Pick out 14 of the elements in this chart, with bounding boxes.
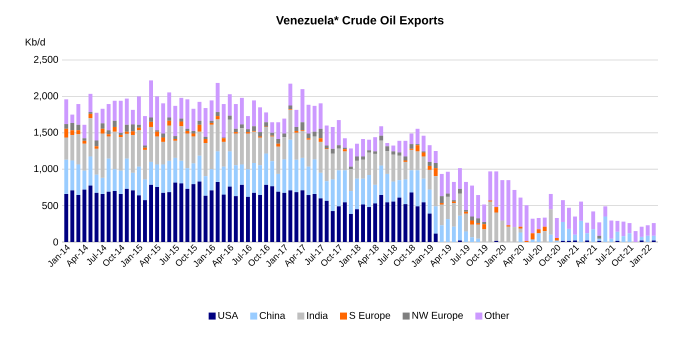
y-tick-label: 2,000 (34, 92, 58, 101)
y-axis-title: Kb/d (26, 38, 45, 46)
y-tick-label: 2,500 (34, 56, 58, 64)
y-tick-label: 0 (53, 238, 58, 246)
legend-label: India (307, 312, 328, 320)
chart-title: Venezuela* Crude Oil Exports (276, 16, 444, 27)
legend-label: China (260, 312, 286, 320)
y-tick-label: 1,500 (34, 128, 58, 137)
y-tick-label: 500 (42, 202, 58, 210)
y-tick-label: 1,000 (34, 165, 58, 174)
legend-label: S Europe (349, 312, 390, 321)
legend-label: USA (218, 312, 238, 319)
legend-label: NW Europe (412, 312, 463, 321)
legend-label: Other (484, 312, 510, 320)
